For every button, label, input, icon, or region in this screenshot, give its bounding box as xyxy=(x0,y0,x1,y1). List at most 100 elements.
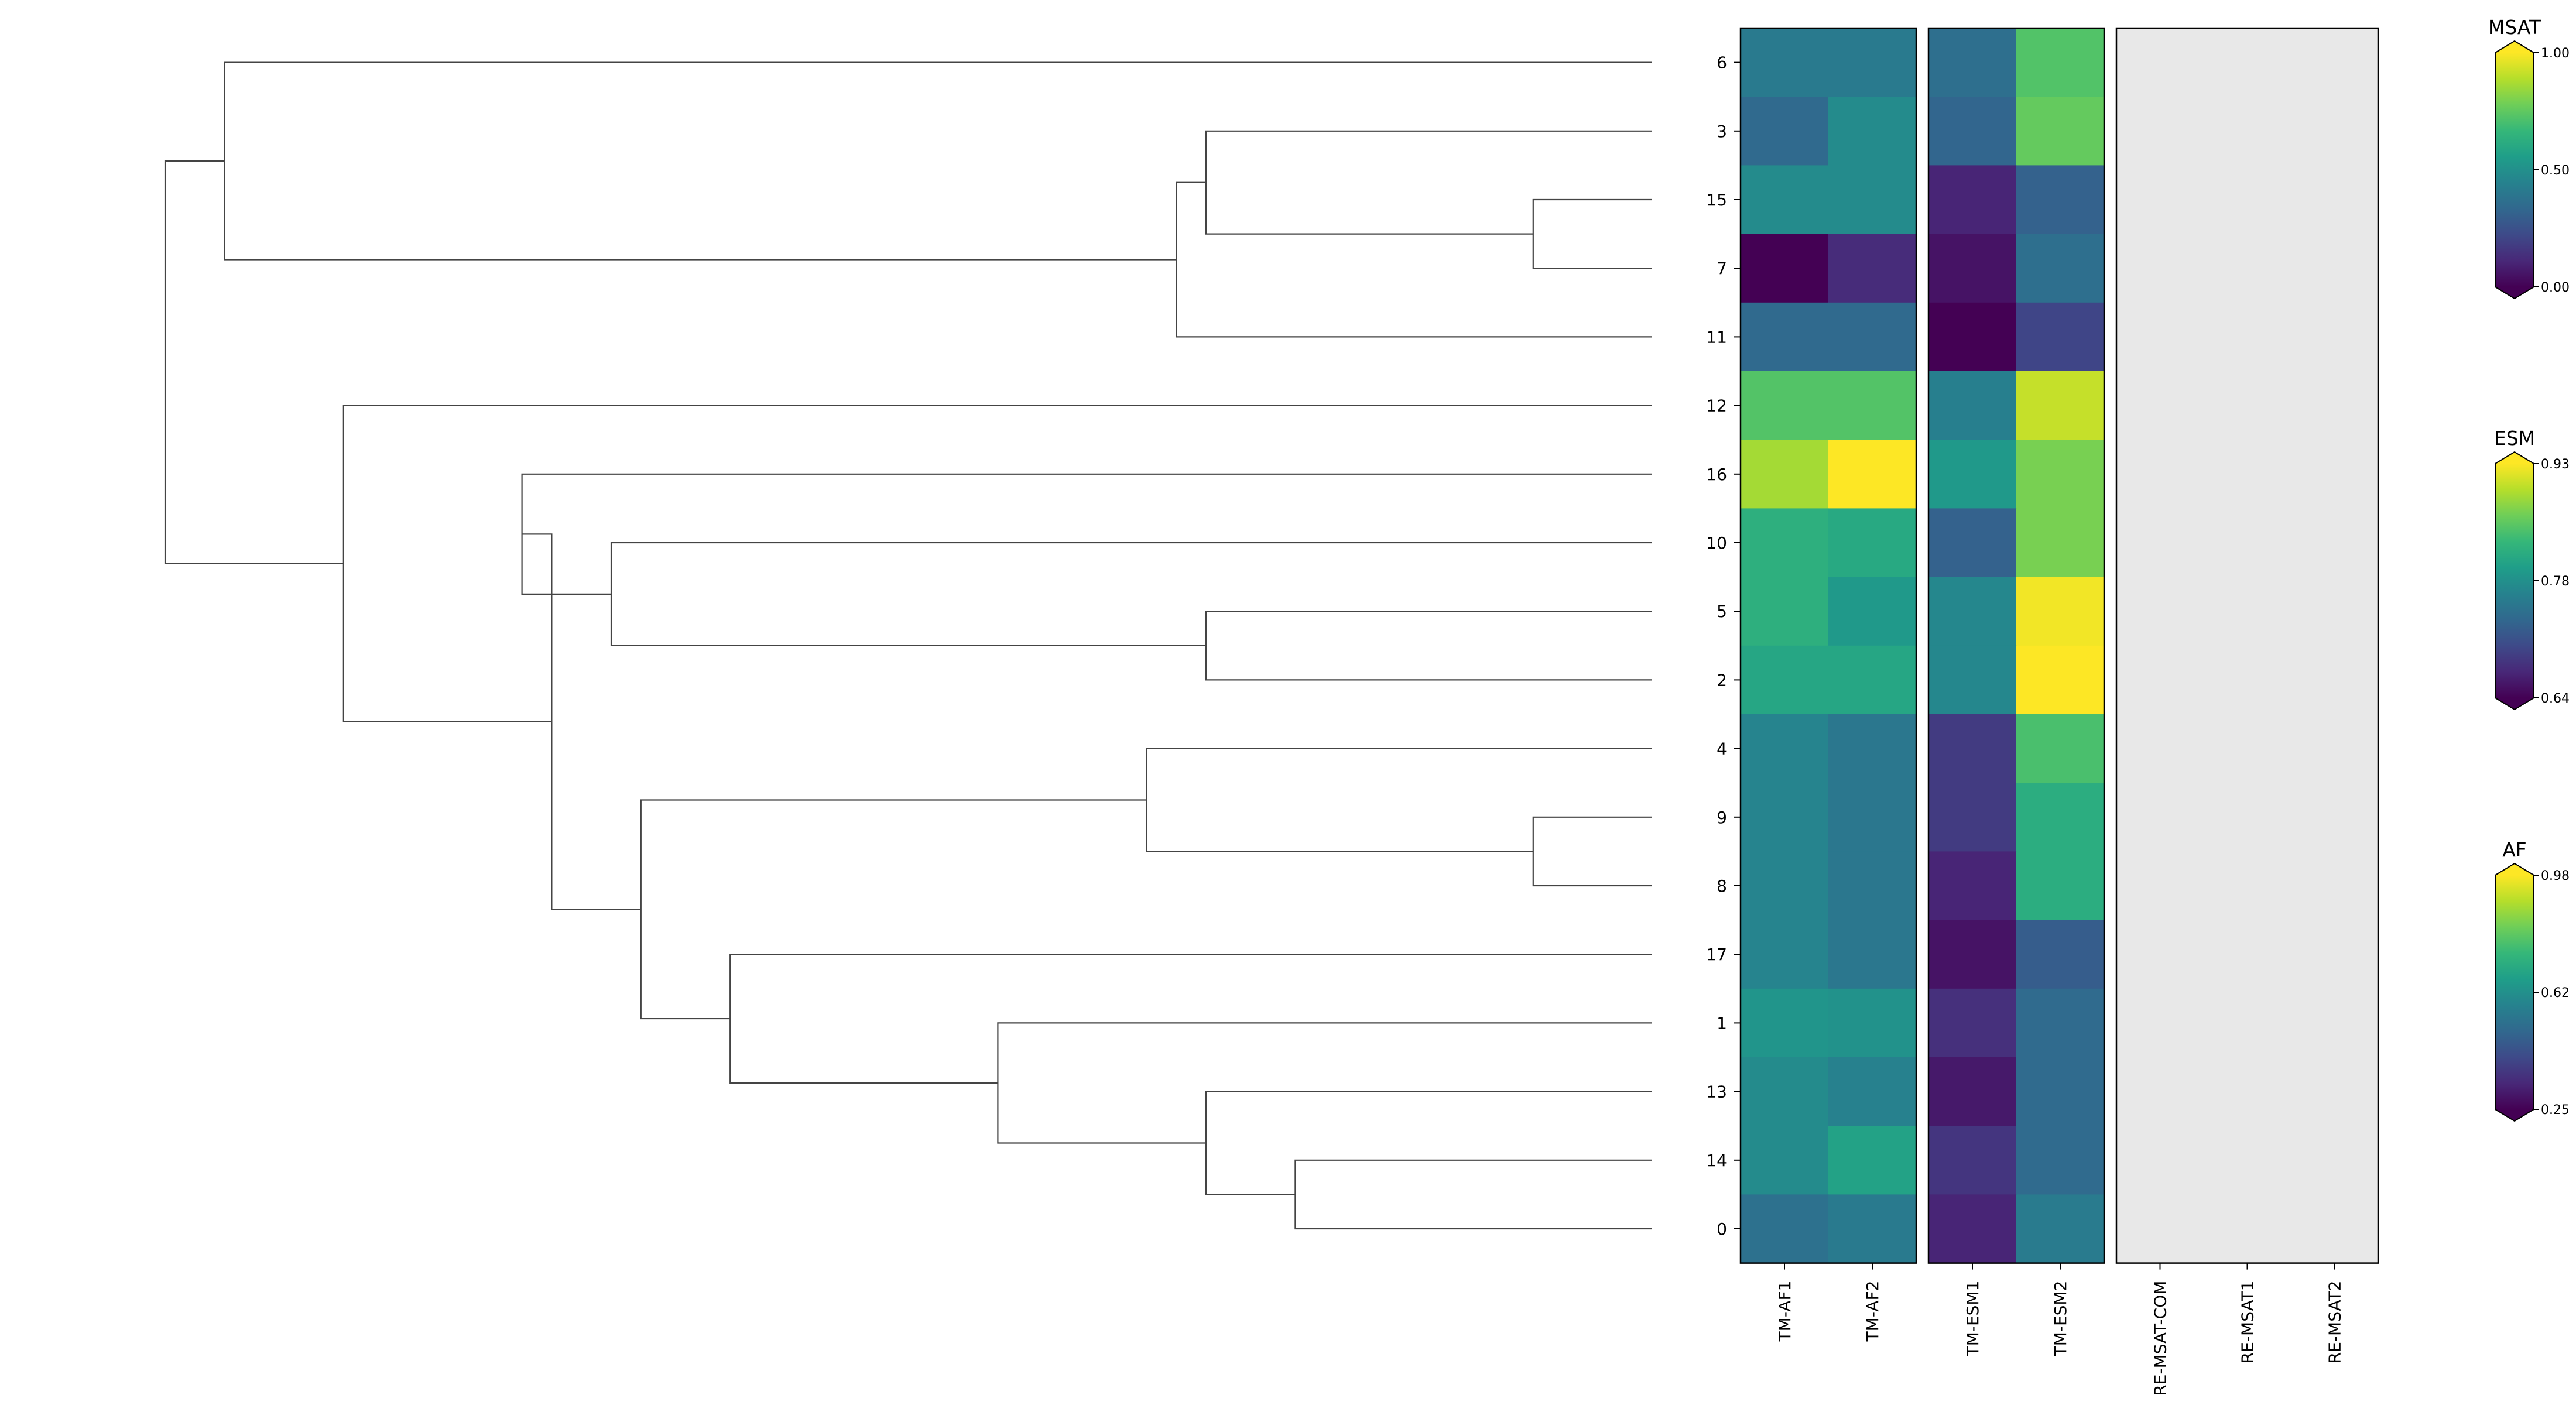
dendrogram-link-F xyxy=(610,542,1652,646)
colorbar-gradient xyxy=(2495,53,2534,287)
heatmap-cell xyxy=(1928,1126,2017,1195)
heatmap-cell xyxy=(1828,645,1917,715)
heatmap-cell xyxy=(2116,508,2204,578)
heatmap-cell xyxy=(1741,577,1829,646)
dendrogram-link-K xyxy=(1205,1091,1652,1195)
colorbar-tick-label: 0.78 xyxy=(2541,574,2570,589)
row-dendrogram xyxy=(164,61,1652,1230)
heatmap-cell xyxy=(2204,714,2291,783)
heatmap-cell xyxy=(1828,1194,1917,1264)
heatmap-cell xyxy=(1741,783,1829,852)
heatmap-cell xyxy=(1828,234,1917,303)
heatmap-cell xyxy=(1741,28,1829,97)
heatmap-cell xyxy=(2291,783,2379,852)
heatmap-cell xyxy=(2204,508,2291,578)
column-label: TM-ESM2 xyxy=(2051,1281,2070,1357)
heatmap-cell xyxy=(2016,1194,2105,1264)
heatmap-cell xyxy=(1741,97,1829,166)
heatmap-cell xyxy=(2016,28,2105,97)
row-label: 2 xyxy=(1717,670,1727,690)
panel-frame xyxy=(1927,27,2105,1264)
heatmap-cell xyxy=(2016,988,2105,1058)
heatmap-cell xyxy=(2204,783,2291,852)
dendrogram-link-M xyxy=(729,954,1652,1084)
row-label: 11 xyxy=(1706,327,1727,347)
heatmap-cell xyxy=(2204,851,2291,921)
heatmap-cell xyxy=(1928,645,2017,715)
heatmap-cell xyxy=(2016,645,2105,715)
colorbar-tick-label: 0.62 xyxy=(2541,986,2570,1000)
heatmap-cell xyxy=(1928,28,2017,97)
heatmap-cell xyxy=(2204,988,2291,1058)
colorbar-tick-label: 0.00 xyxy=(2541,280,2570,295)
heatmap-cell xyxy=(2016,714,2105,783)
heatmap-cell xyxy=(2204,1057,2291,1126)
colorbar-title: AF xyxy=(2502,838,2527,861)
heatmap-cell xyxy=(2016,1057,2105,1126)
heatmap-cell xyxy=(2204,97,2291,166)
row-label: 7 xyxy=(1717,259,1727,278)
heatmap-cell xyxy=(1741,371,1829,440)
heatmap-cell xyxy=(1828,988,1917,1058)
heatmap-cell xyxy=(2291,645,2379,715)
column-label: RE-MSAT1 xyxy=(2238,1281,2258,1364)
colorbar-tick-label: 1.00 xyxy=(2541,46,2570,61)
dendrogram-link-H xyxy=(1532,816,1652,887)
dendrogram-link-P xyxy=(342,405,1652,722)
heatmap-cell xyxy=(1928,234,2017,303)
heatmap-panel-esm: TM-ESM1 TM-ESM2 xyxy=(1927,27,2105,1357)
heatmap-cell xyxy=(2291,1057,2379,1126)
panel-frame xyxy=(1739,27,1917,1264)
heatmap-cell xyxy=(2016,371,2105,440)
heatmap-cell xyxy=(2116,165,2204,235)
heatmap-cell xyxy=(1928,1194,2017,1264)
heatmap-cell xyxy=(2291,371,2379,440)
heatmap-cell xyxy=(2116,28,2204,97)
colorbar-tick-label: 0.50 xyxy=(2541,163,2570,178)
dendrogram-link-Q xyxy=(164,160,344,564)
heatmap-cell xyxy=(1828,508,1917,578)
row-label: 13 xyxy=(1706,1082,1727,1102)
row-label: 4 xyxy=(1717,739,1727,759)
heatmap-cell xyxy=(2204,577,2291,646)
row-label: 0 xyxy=(1717,1219,1727,1239)
heatmap-panels: TM-AF1 TM-AF2 TM-ESM1 TM-ESM2 RE-MSAT-COM RE-… xyxy=(1739,27,2379,1396)
heatmap-cell xyxy=(2291,1194,2379,1264)
heatmap-cell xyxy=(2291,234,2379,303)
heatmap-cell xyxy=(1741,234,1829,303)
colorbar-title: MSAT xyxy=(2488,16,2541,39)
dendrogram-link-I xyxy=(1146,748,1652,852)
heatmap-cell xyxy=(2204,920,2291,989)
column-label: TM-AF2 xyxy=(1863,1281,1882,1342)
heatmap-cell xyxy=(2016,1126,2105,1195)
heatmap-cell xyxy=(1741,988,1829,1058)
heatmap-cell xyxy=(2204,234,2291,303)
row-label: 14 xyxy=(1706,1151,1727,1170)
row-label: 15 xyxy=(1706,190,1727,210)
heatmap-cell xyxy=(1828,28,1917,97)
heatmap-cell xyxy=(1928,988,2017,1058)
dendrogram-link-A xyxy=(1532,198,1652,269)
colorbar-tick-label: 0.64 xyxy=(2541,691,2570,706)
heatmap-cell xyxy=(1741,302,1829,372)
colorbar-gradient xyxy=(2495,464,2534,698)
heatmap-cell xyxy=(2291,1126,2379,1195)
heatmap-cell xyxy=(2016,851,2105,921)
heatmap-cell xyxy=(2016,234,2105,303)
heatmap-cell xyxy=(1828,1057,1917,1126)
heatmap-cell xyxy=(2016,920,2105,989)
heatmap-cell xyxy=(1828,1126,1917,1195)
heatmap-cell xyxy=(1828,714,1917,783)
heatmap-cell xyxy=(2204,440,2291,509)
heatmap-cell xyxy=(2204,165,2291,235)
colorbar-tick-label: 0.93 xyxy=(2541,457,2570,472)
heatmap-cell xyxy=(2116,97,2204,166)
row-label: 8 xyxy=(1717,876,1727,896)
dendrogram-link-D xyxy=(224,61,1652,261)
heatmap-cell xyxy=(1928,97,2017,166)
heatmap-cell xyxy=(1928,577,2017,646)
row-label: 3 xyxy=(1717,122,1727,141)
dendrogram-link-J xyxy=(1294,1159,1652,1230)
colorbar-extend-max xyxy=(2495,863,2534,875)
heatmap-cell xyxy=(2116,234,2204,303)
